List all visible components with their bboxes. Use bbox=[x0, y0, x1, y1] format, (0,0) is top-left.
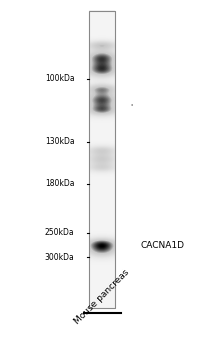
FancyBboxPatch shape bbox=[89, 10, 114, 308]
Text: 100kDa: 100kDa bbox=[45, 74, 74, 83]
Text: CACNA1D: CACNA1D bbox=[141, 240, 185, 250]
Text: 180kDa: 180kDa bbox=[45, 179, 74, 188]
Text: 300kDa: 300kDa bbox=[45, 253, 74, 262]
Text: 130kDa: 130kDa bbox=[45, 137, 74, 146]
Text: Mouse pancreas: Mouse pancreas bbox=[73, 267, 131, 326]
Text: 250kDa: 250kDa bbox=[45, 228, 74, 237]
